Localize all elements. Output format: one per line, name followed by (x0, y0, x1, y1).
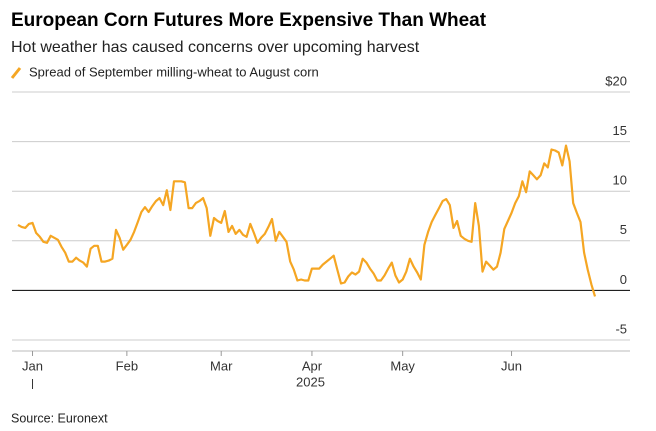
chart-title: European Corn Futures More Expensive Tha… (11, 10, 487, 31)
y-tick-label: 5 (620, 222, 627, 237)
legend-label: Spread of September milling-wheat to Aug… (29, 64, 319, 79)
x-tick-label: Feb (116, 358, 138, 373)
y-tick-label: 0 (620, 272, 627, 287)
legend-swatch (10, 67, 22, 79)
x-tick-label: Jan (22, 358, 43, 373)
y-tick-label: $20 (605, 73, 627, 88)
x-tick-label: Mar (210, 358, 233, 373)
x-tick-label: May (390, 358, 415, 373)
series-line (17, 144, 597, 297)
y-tick-label: 10 (613, 173, 627, 188)
source: Source: Euronext (11, 411, 108, 425)
x-tick-label: Apr (302, 358, 323, 373)
y-tick-label: 15 (613, 123, 627, 138)
year-label: 2025 (296, 374, 325, 389)
x-tick-label: Jun (501, 358, 522, 373)
chart-subtitle: Hot weather has caused concerns over upc… (11, 39, 420, 56)
y-tick-label: -5 (615, 321, 627, 336)
